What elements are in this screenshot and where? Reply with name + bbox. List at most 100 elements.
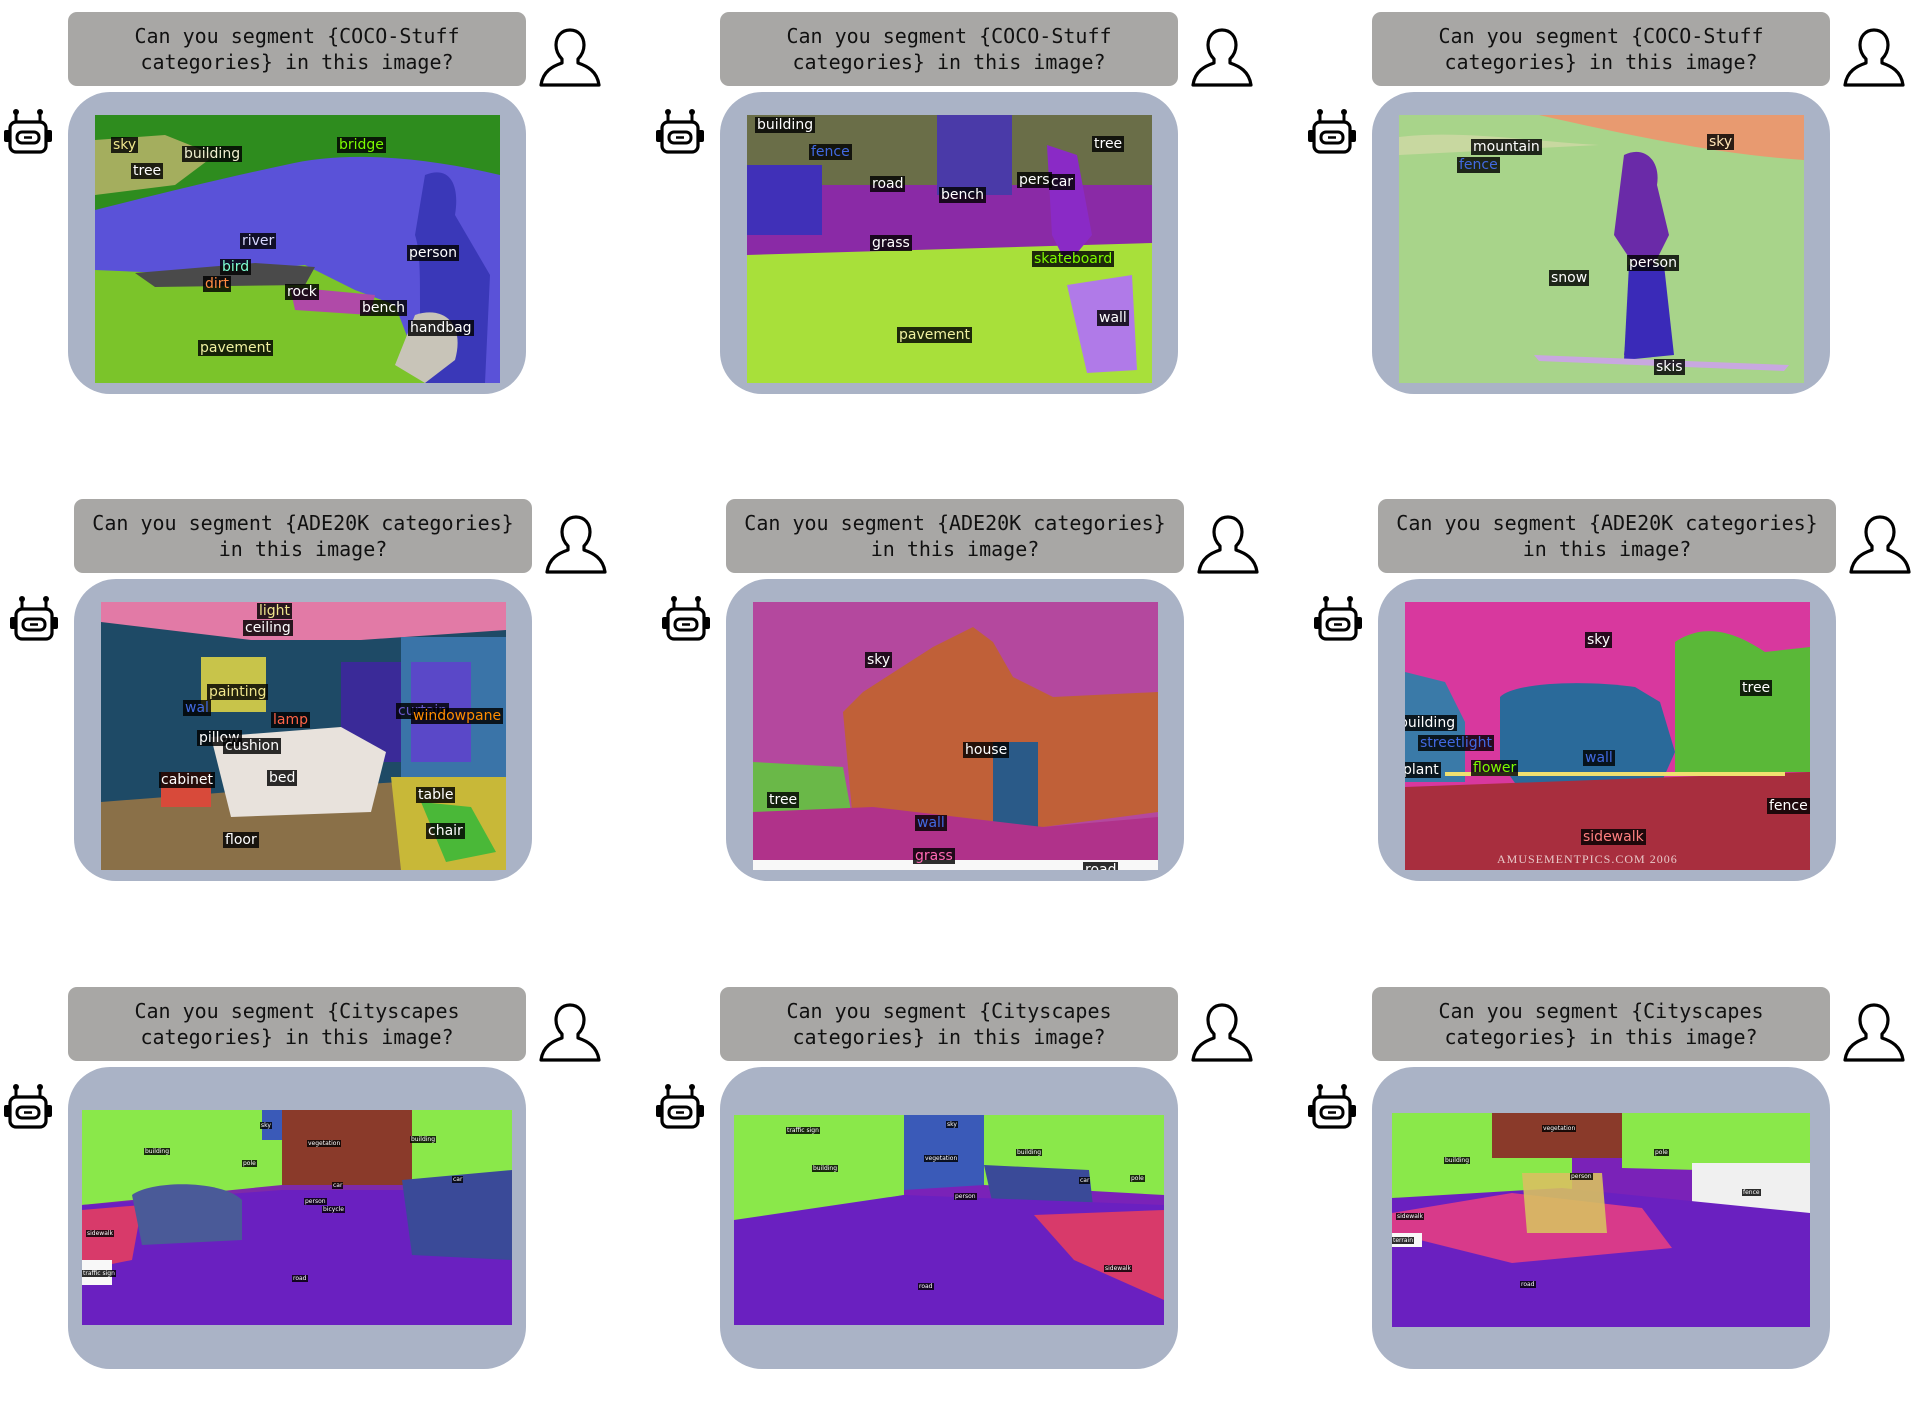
prompt-text: Can you segment {ADE20K categories} in t…: [744, 511, 1166, 561]
seg-label: road: [292, 1275, 308, 1282]
segmentation-image: light ceiling painting wal lamp curtain …: [101, 602, 506, 870]
seg-label: streetlight: [1418, 735, 1494, 751]
seg-label: skis: [1654, 359, 1685, 375]
seg-label: house: [963, 742, 1010, 758]
seg-label: road: [918, 1283, 934, 1290]
user-prompt-bubble: Can you segment {Cityscapes categories} …: [720, 987, 1178, 1061]
seg-label: building: [144, 1148, 171, 1155]
user-icon: [539, 1003, 601, 1062]
seg-label: plant: [1405, 762, 1441, 778]
segmentation-image: vegetation building person pole fence si…: [1392, 1113, 1810, 1327]
seg-label: cabinet: [159, 772, 216, 788]
example-cityscapes-3: Can you segment {Cityscapes categories} …: [1304, 975, 1926, 1405]
user-prompt-bubble: Can you segment {COCO-Stuff categories} …: [68, 12, 526, 86]
prompt-text: Can you segment {ADE20K categories} in t…: [1396, 511, 1818, 561]
seg-label: road: [1083, 862, 1119, 870]
seg-label: lamp: [271, 712, 310, 728]
robot-icon: [4, 109, 52, 154]
seg-label: building: [1016, 1149, 1043, 1156]
seg-label: sky: [111, 137, 139, 153]
example-ade-3: Can you segment {ADE20K categories} in t…: [1310, 487, 1926, 917]
robot-icon: [662, 596, 710, 641]
seg-label: sky: [260, 1122, 272, 1129]
user-icon: [1849, 515, 1911, 574]
seg-label: building: [755, 117, 816, 133]
seg-label: windowpane: [411, 708, 504, 724]
seg-label: building: [410, 1136, 437, 1143]
seg-label: sky: [1585, 632, 1613, 648]
seg-label: handbag: [408, 320, 474, 336]
seg-label: tree: [1740, 680, 1773, 696]
robot-icon: [10, 596, 58, 641]
seg-label: sidewalk: [1104, 1265, 1133, 1272]
image-watermark: AMUSEMENTPICS.COM 2006: [1497, 852, 1678, 866]
seg-label: snow: [1549, 270, 1590, 286]
seg-label: vegetation: [1542, 1125, 1577, 1132]
seg-label: wall: [1097, 310, 1129, 326]
seg-label: bed: [267, 770, 298, 786]
example-ade-1: Can you segment {ADE20K categories} in t…: [6, 487, 646, 917]
seg-label: river: [240, 233, 277, 249]
seg-label: fence: [1457, 157, 1500, 173]
seg-label: terrain: [1392, 1237, 1415, 1244]
example-coco-2: Can you segment {COCO-Stuff categories} …: [652, 0, 1292, 430]
user-prompt-bubble: Can you segment {ADE20K categories} in t…: [726, 499, 1184, 573]
segmentation-image: sky building bridge tree river person bi…: [95, 115, 500, 383]
seg-label: sidewalk: [1396, 1213, 1425, 1220]
prompt-text: Can you segment {ADE20K categories} in t…: [92, 511, 514, 561]
seg-label: chair: [426, 823, 465, 839]
user-prompt-bubble: Can you segment {Cityscapes categories} …: [1372, 987, 1830, 1061]
seg-label: fence: [809, 144, 852, 160]
segmentation-image: building sky vegetation building pole ca…: [82, 1110, 512, 1325]
seg-label: pole: [1130, 1175, 1145, 1182]
seg-label: bench: [360, 300, 407, 316]
robot-icon: [1308, 1084, 1356, 1129]
prompt-text: Can you segment {COCO-Stuff categories} …: [134, 24, 460, 74]
seg-label: pole: [1654, 1149, 1669, 1156]
seg-label: person: [954, 1193, 977, 1200]
prompt-text: Can you segment {Cityscapes categories} …: [134, 999, 460, 1049]
seg-label: pavement: [198, 340, 273, 356]
seg-label: tree: [1092, 136, 1125, 152]
seg-label: traffic sign: [786, 1127, 820, 1134]
seg-label: car: [332, 1182, 344, 1189]
seg-label: painting: [207, 684, 269, 700]
seg-label: vegetation: [924, 1155, 959, 1162]
seg-label: person: [1570, 1173, 1593, 1180]
segmentation-image: sky tree building streetlight wall plant…: [1405, 602, 1810, 870]
user-icon: [1843, 1003, 1905, 1062]
seg-label: mountain: [1471, 139, 1542, 155]
seg-label: wal: [183, 700, 211, 716]
robot-icon: [656, 109, 704, 154]
seg-label: bench: [939, 187, 986, 203]
seg-label: sky: [865, 652, 893, 668]
robot-icon: [1308, 109, 1356, 154]
seg-label: car: [1049, 174, 1076, 190]
example-coco-1: Can you segment {COCO-Stuff categories} …: [0, 0, 640, 430]
seg-label: building: [1444, 1157, 1471, 1164]
example-coco-3: Can you segment {COCO-Stuff categories} …: [1304, 0, 1926, 430]
seg-label: road: [1520, 1281, 1536, 1288]
seg-label: cushion: [223, 738, 282, 754]
seg-label: pavement: [897, 327, 972, 343]
seg-label: tree: [767, 792, 800, 808]
seg-label: flower: [1471, 760, 1519, 776]
seg-label: sidewalk: [86, 1230, 115, 1237]
robot-icon: [4, 1084, 52, 1129]
seg-label: pers: [1017, 172, 1052, 188]
seg-label: person: [1627, 255, 1679, 271]
seg-label: floor: [223, 832, 259, 848]
seg-label: person: [304, 1198, 327, 1205]
seg-label: table: [416, 787, 456, 803]
seg-label: wall: [1583, 750, 1615, 766]
segmentation-image: traffic sign sky building vegetation bui…: [734, 1115, 1164, 1325]
user-icon: [545, 515, 607, 574]
seg-label: skateboard: [1032, 251, 1115, 267]
seg-label: rock: [285, 284, 319, 300]
seg-label: sidewalk: [1581, 829, 1646, 845]
seg-label: road: [870, 176, 906, 192]
seg-label: light: [257, 603, 293, 619]
user-icon: [1843, 28, 1905, 87]
seg-label: building: [812, 1165, 839, 1172]
user-icon: [1191, 1003, 1253, 1062]
